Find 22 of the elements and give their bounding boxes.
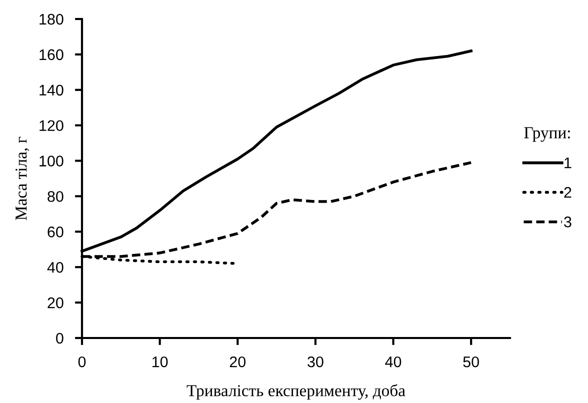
y-tick-label: 180 [40,14,64,25]
y-tick-label: 80 [48,191,64,202]
y-axis-title: Маса тіла, г [16,136,30,220]
y-tick-label: 100 [40,156,64,166]
y-tick-label: 0 [56,332,64,344]
legend-label: 2 [564,187,572,198]
y-tick-label: 120 [40,120,64,132]
x-axis-title: Тривалість експерименту, доба [186,384,406,400]
x-tick-label: 40 [385,356,402,368]
x-tick-label: 50 [463,356,479,368]
y-tick-label: 160 [40,49,64,60]
y-tick-label: 140 [40,84,64,96]
x-tick-label: 30 [308,356,324,368]
legend-label: 1 [564,158,572,168]
y-tick-label: 40 [47,262,64,273]
legend-label: 3 [564,216,572,228]
y-tick-label: 20 [48,297,64,308]
y-tick-label: 60 [48,226,64,238]
x-tick-label: 10 [152,356,168,368]
x-tick-label: 20 [230,356,246,368]
legend-title: Групи: [524,127,570,142]
x-tick-label: 0 [78,356,86,368]
